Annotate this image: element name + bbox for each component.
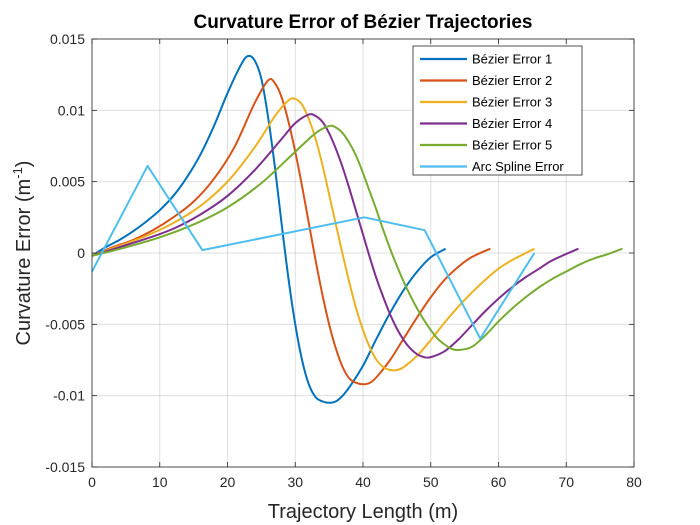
series-line-6 bbox=[91, 164, 536, 340]
y-axis-label-main: Curvature Error (m bbox=[13, 179, 35, 346]
x-tick-label: 70 bbox=[558, 474, 574, 490]
legend-label-4: Bézier Error 4 bbox=[472, 116, 552, 131]
x-tick-label: 60 bbox=[491, 474, 507, 490]
y-tick-label: -0.015 bbox=[45, 459, 85, 475]
x-tick-label: 0 bbox=[88, 474, 96, 490]
y-tick-label: 0.015 bbox=[50, 31, 85, 47]
y-axis-label-sup: -1 bbox=[10, 167, 25, 179]
y-axis-label: Curvature Error (m-1) bbox=[10, 161, 35, 346]
legend-entries: Bézier Error 1 Bézier Error 2 Bézier Error… bbox=[420, 52, 564, 174]
x-tick-label: 30 bbox=[287, 474, 303, 490]
legend: Bézier Error 1 Bézier Error 2 Bézier Error… bbox=[412, 45, 583, 176]
legend-label-6: Arc Spline Error bbox=[472, 159, 564, 174]
legend-label-5: Bézier Error 5 bbox=[472, 138, 552, 153]
x-tick-label: 80 bbox=[626, 474, 642, 490]
y-tick-label: -0.005 bbox=[45, 316, 85, 332]
series-line-5 bbox=[91, 124, 623, 352]
x-tick-label: 20 bbox=[220, 474, 236, 490]
x-tick-label: 10 bbox=[152, 474, 168, 490]
ticks bbox=[91, 38, 635, 468]
legend-box bbox=[412, 45, 583, 176]
series-layer bbox=[91, 54, 623, 404]
series-line-2 bbox=[91, 78, 491, 386]
y-tick-label: 0.005 bbox=[50, 174, 85, 190]
y-axis-label-close: ) bbox=[13, 161, 35, 168]
x-tick-label: 40 bbox=[355, 474, 371, 490]
y-tick-label: 0 bbox=[77, 245, 85, 261]
x-tick-label: 50 bbox=[423, 474, 439, 490]
series-line-4 bbox=[91, 113, 579, 359]
y-tick-label: 0.01 bbox=[58, 102, 85, 118]
tick-labels: 0 10 20 30 40 50 60 70 80 -0.015 -0.01 -0.005 0 0.005… bbox=[45, 31, 642, 490]
legend-label-2: Bézier Error 2 bbox=[472, 73, 552, 88]
legend-label-1: Bézier Error 1 bbox=[472, 52, 552, 67]
legend-label-3: Bézier Error 3 bbox=[472, 95, 552, 110]
x-axis-label: Trajectory Length (m) bbox=[268, 501, 458, 523]
series-line-3 bbox=[91, 97, 535, 372]
y-tick-label: -0.01 bbox=[53, 388, 85, 404]
chart-title: Curvature Error of Bézier Trajectories bbox=[194, 12, 533, 33]
